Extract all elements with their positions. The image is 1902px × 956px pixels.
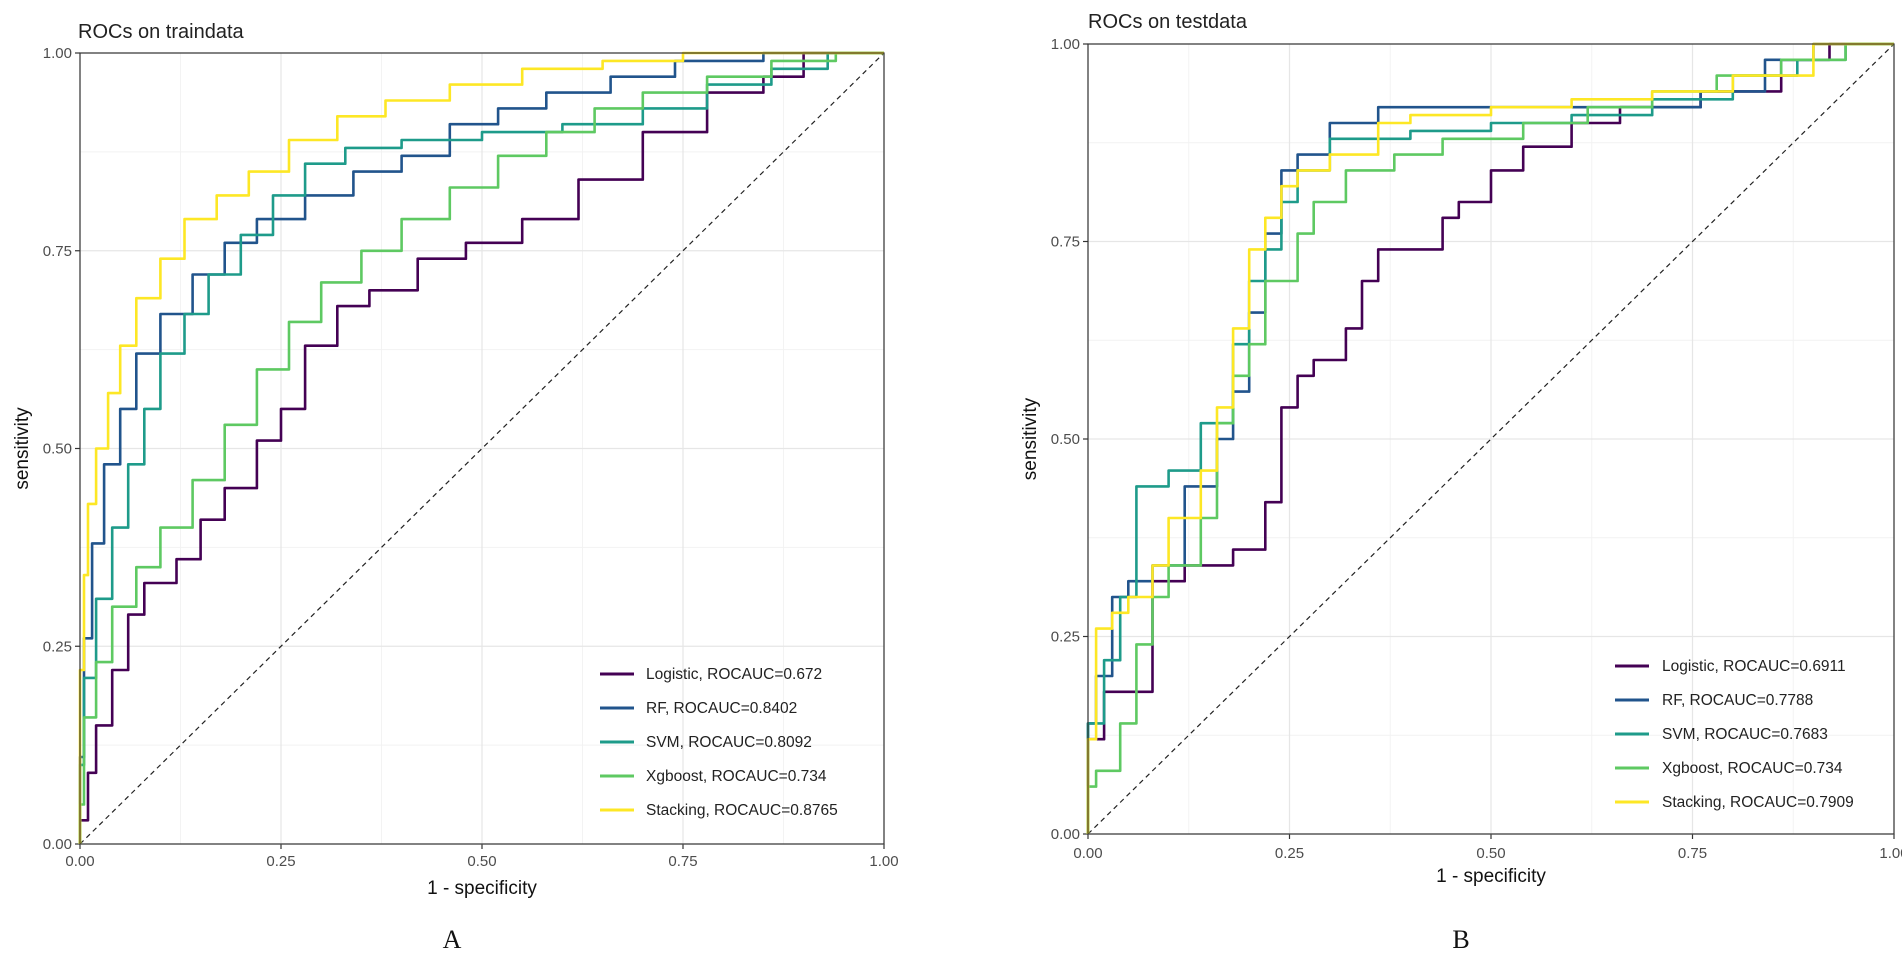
- y-axis-label: sensitivity: [12, 407, 33, 490]
- x-tick-label: 0.50: [1476, 845, 1505, 862]
- diagonal-reference-line: [1087, 43, 1895, 835]
- chart-title: ROCs on traindata: [78, 21, 245, 43]
- x-tick-label: 1.00: [1879, 845, 1902, 862]
- legend-entry: RF, ROCAUC=0.8402: [646, 700, 797, 717]
- legend-entry: Xgboost, ROCAUC=0.734: [646, 768, 827, 785]
- y-tick-label: 0.00: [1051, 826, 1080, 843]
- x-tick-label: 0.25: [1275, 845, 1304, 862]
- plot-frame: [79, 52, 885, 845]
- y-tick-label: 0.50: [43, 441, 72, 458]
- roc-curve-rf: [78, 51, 884, 844]
- x-axis-label: 1 - specificity: [427, 878, 537, 899]
- legend: Logistic, ROCAUC=0.672 RF, ROCAUC=0.8402 S…: [600, 666, 838, 819]
- legend-entry: Stacking, ROCAUC=0.8765: [646, 802, 838, 819]
- legend-entry: Xgboost, ROCAUC=0.734: [1662, 760, 1843, 777]
- x-tick-label: 0.50: [467, 853, 496, 870]
- legend-entry: RF, ROCAUC=0.7788: [1662, 692, 1813, 709]
- x-tick-label: 0.00: [1073, 845, 1102, 862]
- y-tick-label: 0.75: [1051, 234, 1080, 251]
- y-tick-label: 0.75: [43, 243, 72, 260]
- roc-panel-test: ROCs on testdata 0.00 0.25 0.50 0.75 1.00 0.00…: [1020, 11, 1902, 954]
- legend-entry: SVM, ROCAUC=0.8092: [646, 734, 812, 751]
- roc-curve-xgboost: [78, 51, 884, 844]
- roc-panel-train: ROCs on traindata 0.00 0.25 0.50 0.75 1.00 0.0…: [12, 21, 899, 954]
- roc-curve-stacking: [1086, 42, 1894, 834]
- y-axis-label: sensitivity: [1020, 397, 1041, 480]
- plot-frame: [1087, 43, 1895, 835]
- x-tick-label: 0.25: [266, 853, 295, 870]
- panel-label: A: [443, 925, 462, 954]
- roc-curve-stacking: [78, 51, 884, 844]
- legend: Logistic, ROCAUC=0.6911 RF, ROCAUC=0.7788…: [1615, 658, 1854, 811]
- legend-entry: Logistic, ROCAUC=0.6911: [1662, 658, 1846, 675]
- roc-curve-svm: [1086, 42, 1894, 834]
- panel-label: B: [1452, 925, 1469, 954]
- x-tick-label: 1.00: [869, 853, 898, 870]
- y-tick-label: 0.50: [1051, 431, 1080, 448]
- y-tick-label: 0.00: [43, 836, 72, 853]
- x-tick-label: 0.75: [1678, 845, 1707, 862]
- y-tick-label: 1.00: [1051, 36, 1080, 53]
- y-tick-label: 0.25: [1051, 629, 1080, 646]
- x-tick-label: 0.00: [65, 853, 94, 870]
- roc-curve-logistic: [78, 51, 884, 844]
- y-tick-label: 1.00: [43, 45, 72, 62]
- chart-title: ROCs on testdata: [1088, 11, 1248, 33]
- y-tick-label: 0.25: [43, 638, 72, 655]
- x-tick-label: 0.75: [668, 853, 697, 870]
- roc-curve-svm: [78, 51, 884, 844]
- legend-entry: Stacking, ROCAUC=0.7909: [1662, 794, 1854, 811]
- x-axis-label: 1 - specificity: [1436, 866, 1546, 887]
- legend-entry: SVM, ROCAUC=0.7683: [1662, 726, 1828, 743]
- legend-entry: Logistic, ROCAUC=0.672: [646, 666, 822, 683]
- diagonal-reference-line: [79, 52, 885, 845]
